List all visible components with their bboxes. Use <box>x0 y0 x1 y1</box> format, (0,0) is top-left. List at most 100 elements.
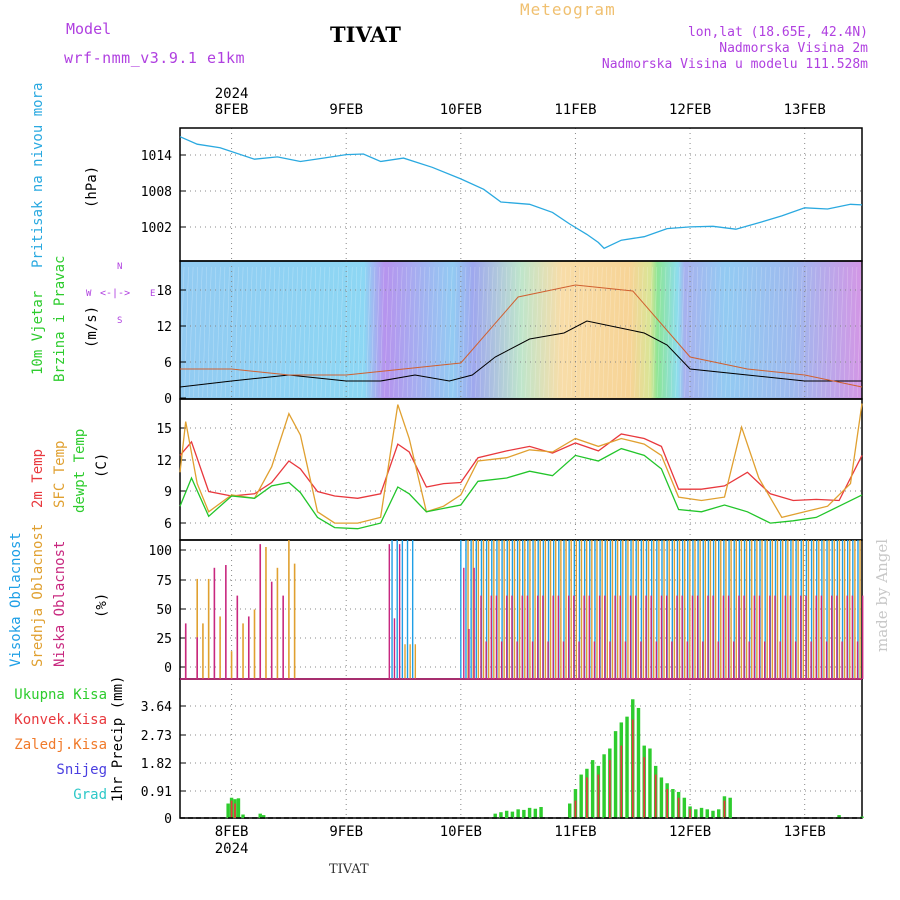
wind-barb-stroke <box>648 266 653 398</box>
wind-barb-stroke <box>475 266 480 398</box>
meteogram-title: Meteogram <box>520 0 616 19</box>
precip-total-bar <box>711 810 715 818</box>
wind-barb-stroke <box>498 266 503 398</box>
wind-barb-stroke <box>393 266 398 398</box>
wind-barb-stroke <box>548 266 553 398</box>
station-title: TIVAT <box>330 22 401 47</box>
wind-barb-stroke <box>270 266 276 398</box>
wind-barb-stroke <box>184 266 189 398</box>
precip-total-bar <box>522 809 526 818</box>
precip-total-bar <box>499 812 503 818</box>
pressure-series-line <box>179 136 863 250</box>
legend-hail: Grad <box>73 787 107 803</box>
wind-barb-stroke <box>839 266 844 398</box>
precip-total-bar <box>590 760 595 818</box>
wind-barb-stroke <box>579 266 585 398</box>
wind-barb-stroke <box>525 266 530 398</box>
wind-barb-stroke <box>848 266 853 398</box>
compass-east: E <box>150 289 156 299</box>
precip-total-bar <box>625 716 629 818</box>
bottom-day-label: 13FEB <box>784 824 826 840</box>
precip-convective-bar <box>574 800 577 818</box>
wind-gust-line <box>180 284 863 388</box>
wind-barb-stroke <box>493 266 498 398</box>
wind-barb-stroke <box>361 266 367 398</box>
wind-barb-stroke <box>461 266 467 398</box>
precip-convective-bar <box>666 789 669 818</box>
wind-barb-stroke <box>561 266 567 398</box>
wind-barb-stroke <box>438 266 444 398</box>
wind-barb-stroke <box>584 266 589 398</box>
wind-barb-stroke <box>397 266 403 398</box>
compass-west: W <box>86 289 92 299</box>
wind-barb-stroke <box>784 266 789 398</box>
precip-total-bar <box>516 809 520 818</box>
wind-barb-stroke <box>225 266 230 398</box>
top-day-label: 11FEB <box>554 102 596 118</box>
precip-total-bar <box>694 809 698 818</box>
wind-barb-stroke <box>452 266 458 398</box>
bottom-year-label: 2024 <box>215 841 249 857</box>
wind-barb-stroke <box>502 266 508 398</box>
bottom-day-label: 10FEB <box>440 824 482 840</box>
wind-barb-stroke <box>366 266 371 398</box>
top-day-label: 10FEB <box>440 102 482 118</box>
wind-barb-stroke <box>598 266 603 398</box>
precip-convective-bar <box>677 797 680 818</box>
precip-convective-bar <box>586 777 588 818</box>
wind-barb-stroke <box>684 266 689 398</box>
y-tick-label: 12 <box>156 320 172 335</box>
y-tick-label: 75 <box>156 574 172 589</box>
wind-barb-stroke <box>479 266 485 398</box>
wind-barb-stroke <box>216 266 221 398</box>
wind-barb-stroke <box>775 266 780 398</box>
precip-total-bar <box>682 797 687 818</box>
y-tick-label: 25 <box>156 632 172 647</box>
precip-total-bar <box>671 789 675 818</box>
wind-barb-stroke <box>457 266 462 398</box>
wind-barb-stroke <box>634 266 639 398</box>
wind-barb-stroke <box>202 266 207 398</box>
precip-convective-bar <box>230 800 233 818</box>
y-tick-label: 100 <box>149 544 172 559</box>
wind-barb-stroke <box>520 266 526 398</box>
wind-barb-stroke <box>711 266 717 398</box>
panel-frame <box>179 678 863 819</box>
precip-total-bar <box>539 806 543 818</box>
wind-barb-stroke <box>275 266 280 398</box>
legend-convective-rain: Konvek.Kisa <box>14 712 107 728</box>
precip-convective-bar <box>620 745 623 818</box>
precip-total-bar <box>510 811 515 818</box>
wind-barb-stroke <box>716 266 721 398</box>
wind-barb-stroke <box>538 266 544 398</box>
precip-total-bar <box>837 815 841 818</box>
wind-barb-stroke <box>707 266 712 398</box>
wind-barb-stroke <box>693 266 699 398</box>
y-tick-label: 50 <box>156 603 172 618</box>
wind-barb-stroke <box>679 266 685 398</box>
y-tick-label: 1002 <box>141 221 172 236</box>
wind-barb-stroke <box>811 266 817 398</box>
precip-total-bar <box>659 777 664 818</box>
wind-barb-stroke <box>507 266 512 398</box>
wind-barb-stroke <box>843 266 849 398</box>
precip-convective-bar <box>631 719 634 818</box>
wind-barb-stroke <box>702 266 708 398</box>
precip-convective-bar <box>643 757 646 818</box>
y-tick-label: 0 <box>164 661 172 676</box>
y-tick-label: 6 <box>164 356 172 371</box>
wind-barb-stroke <box>766 266 771 398</box>
wind-barb-stroke <box>257 266 262 398</box>
y-tick-label: 0 <box>164 392 172 407</box>
precip-total-bar <box>533 808 538 818</box>
temperature-series-line <box>179 403 863 524</box>
wind-barb-stroke <box>852 266 858 398</box>
wind-barb-stroke <box>370 266 376 398</box>
wind-barb-stroke <box>384 266 389 398</box>
wind-barb-stroke <box>789 266 794 398</box>
wind-barb-stroke <box>448 266 453 398</box>
y-tick-label: 9 <box>164 485 172 500</box>
precip-total-bar <box>648 748 652 818</box>
wind-barb-stroke <box>738 266 744 398</box>
